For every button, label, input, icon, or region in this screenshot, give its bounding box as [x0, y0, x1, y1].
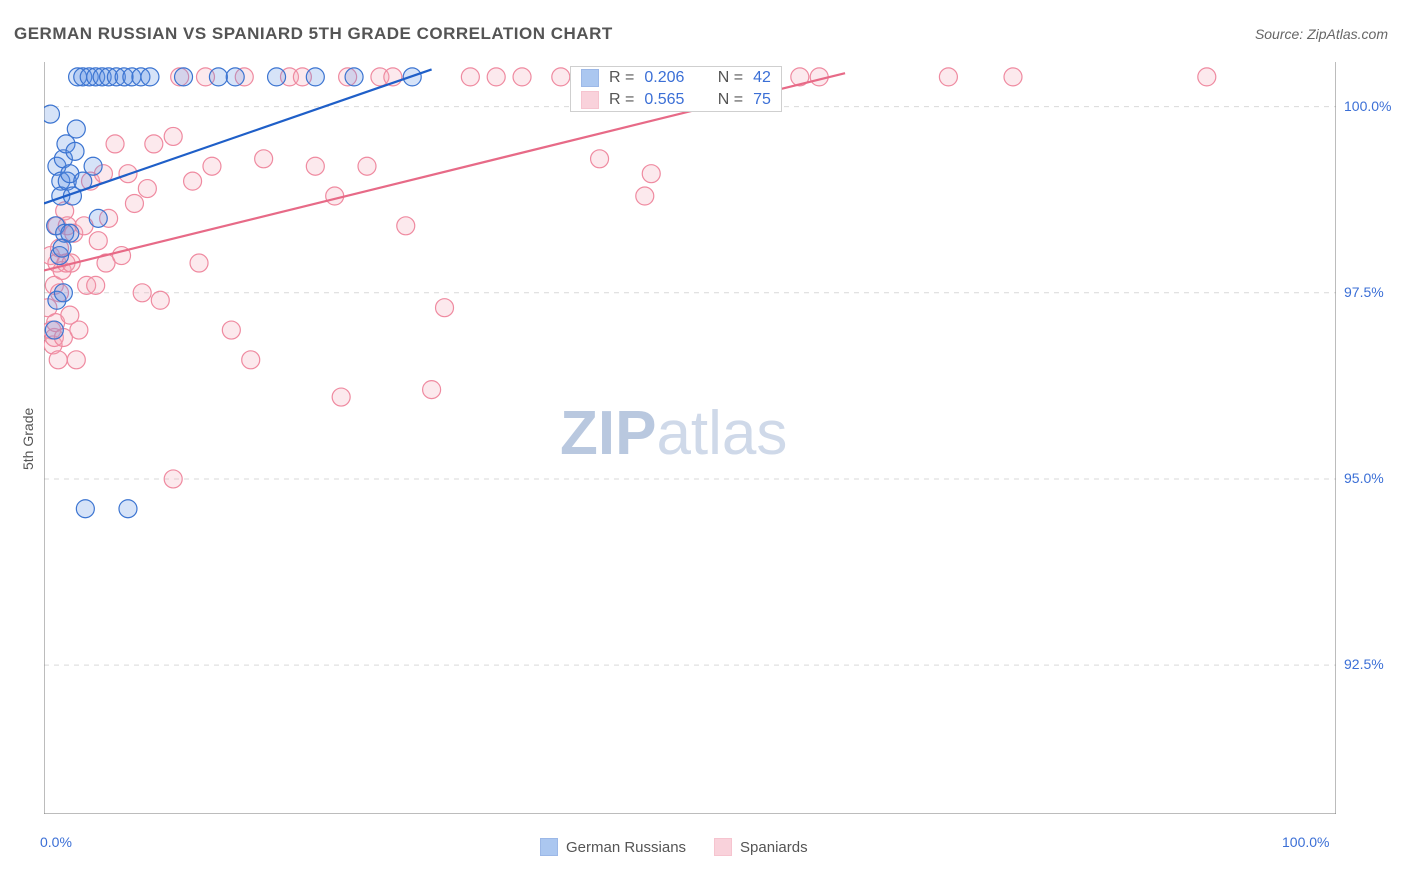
swatch-spaniards [581, 91, 599, 109]
n-value: 75 [753, 91, 771, 109]
data-point-spaniards [436, 299, 454, 317]
data-point-german_russians [345, 68, 363, 86]
y-tick-label: 97.5% [1344, 284, 1384, 300]
stats-row-german_russians: R = 0.206 N = 42 [571, 67, 781, 89]
data-point-spaniards [89, 232, 107, 250]
legend: German Russians Spaniards [540, 838, 808, 856]
data-point-spaniards [513, 68, 531, 86]
data-point-spaniards [591, 150, 609, 168]
data-point-spaniards [164, 470, 182, 488]
n-value: 42 [753, 69, 771, 87]
data-point-spaniards [642, 165, 660, 183]
data-point-spaniards [939, 68, 957, 86]
legend-label: German Russians [566, 839, 686, 856]
plot-area [44, 62, 1336, 814]
data-point-german_russians [53, 239, 71, 257]
data-point-spaniards [326, 187, 344, 205]
chart-title: GERMAN RUSSIAN VS SPANIARD 5TH GRADE COR… [14, 24, 613, 44]
data-point-spaniards [125, 194, 143, 212]
swatch-german_russians [581, 69, 599, 87]
data-point-spaniards [151, 291, 169, 309]
data-point-german_russians [226, 68, 244, 86]
data-point-spaniards [222, 321, 240, 339]
source-label: Source: ZipAtlas.com [1255, 26, 1388, 42]
r-value: 0.565 [644, 91, 684, 109]
legend-item-spaniards: Spaniards [714, 838, 808, 856]
y-tick-label: 100.0% [1344, 98, 1391, 114]
data-point-german_russians [44, 105, 59, 123]
legend-item-german_russians: German Russians [540, 838, 686, 856]
chart-container: { "title": "GERMAN RUSSIAN VS SPANIARD 5… [0, 0, 1406, 892]
data-point-german_russians [76, 500, 94, 518]
data-point-spaniards [87, 276, 105, 294]
trend-line-german_russians [44, 69, 432, 203]
data-point-spaniards [106, 135, 124, 153]
data-point-spaniards [461, 68, 479, 86]
data-point-spaniards [358, 157, 376, 175]
data-point-spaniards [49, 351, 67, 369]
data-point-german_russians [67, 120, 85, 138]
data-point-spaniards [133, 284, 151, 302]
data-point-spaniards [203, 157, 221, 175]
data-point-spaniards [552, 68, 570, 86]
data-point-spaniards [306, 157, 324, 175]
x-tick-label: 100.0% [1282, 834, 1329, 850]
legend-label: Spaniards [740, 839, 808, 856]
x-tick-label: 0.0% [40, 834, 72, 850]
data-point-spaniards [636, 187, 654, 205]
data-point-spaniards [255, 150, 273, 168]
data-point-german_russians [54, 284, 72, 302]
data-point-spaniards [1004, 68, 1022, 86]
legend-swatch-german_russians [540, 838, 558, 856]
data-point-german_russians [119, 500, 137, 518]
data-point-spaniards [242, 351, 260, 369]
data-point-spaniards [70, 321, 88, 339]
data-point-spaniards [332, 388, 350, 406]
y-tick-label: 92.5% [1344, 656, 1384, 672]
data-point-spaniards [190, 254, 208, 272]
r-value: 0.206 [644, 69, 684, 87]
data-point-german_russians [306, 68, 324, 86]
data-point-german_russians [141, 68, 159, 86]
data-point-german_russians [66, 142, 84, 160]
data-point-spaniards [184, 172, 202, 190]
y-tick-label: 95.0% [1344, 470, 1384, 486]
legend-swatch-spaniards [714, 838, 732, 856]
data-point-german_russians [45, 321, 63, 339]
data-point-spaniards [164, 127, 182, 145]
data-point-spaniards [487, 68, 505, 86]
stats-row-spaniards: R = 0.565 N = 75 [571, 89, 781, 111]
data-point-spaniards [397, 217, 415, 235]
correlation-stats-box: R = 0.206 N = 42R = 0.565 N = 75 [570, 66, 782, 112]
data-point-german_russians [175, 68, 193, 86]
data-point-german_russians [209, 68, 227, 86]
data-point-spaniards [1198, 68, 1216, 86]
data-point-spaniards [67, 351, 85, 369]
data-point-spaniards [423, 381, 441, 399]
data-point-german_russians [84, 157, 102, 175]
data-point-german_russians [89, 209, 107, 227]
data-point-german_russians [268, 68, 286, 86]
y-axis-label: 5th Grade [20, 408, 36, 470]
data-point-spaniards [138, 180, 156, 198]
data-point-spaniards [145, 135, 163, 153]
